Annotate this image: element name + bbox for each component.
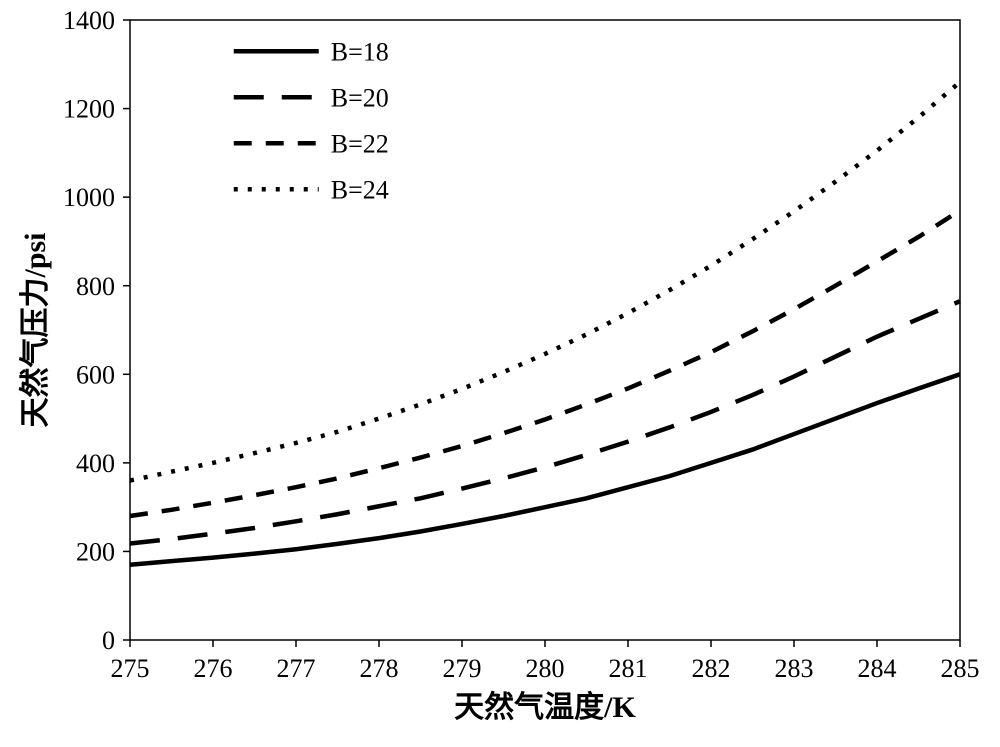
legend-label: B=24 <box>331 175 389 204</box>
x-tick-label: 285 <box>941 654 980 683</box>
x-tick-label: 282 <box>692 654 731 683</box>
y-tick-label: 200 <box>76 538 115 567</box>
chart-container: 275 276 277 278 279 280 281 282 283 284 285 0 200 400… <box>0 0 1000 747</box>
x-tick-label: 284 <box>858 654 897 683</box>
y-axis-label: 天然气压力/psi <box>18 232 52 427</box>
y-tick-label: 1400 <box>63 6 115 35</box>
x-tick-label: 281 <box>609 654 648 683</box>
line-chart: 275 276 277 278 279 280 281 282 283 284 285 0 200 400… <box>0 0 1000 747</box>
y-tick-label: 1200 <box>63 95 115 124</box>
legend-label: B=22 <box>331 129 389 158</box>
x-tick-label: 280 <box>526 654 565 683</box>
x-tick-label: 276 <box>194 654 233 683</box>
y-tick-label: 600 <box>76 360 115 389</box>
x-tick-label: 275 <box>111 654 150 683</box>
y-tick-label: 1000 <box>63 183 115 212</box>
legend-label: B=18 <box>331 37 389 66</box>
y-tick-label: 0 <box>102 626 115 655</box>
legend-label: B=20 <box>331 83 389 112</box>
x-tick-label: 278 <box>360 654 399 683</box>
y-tick-label: 800 <box>76 272 115 301</box>
x-tick-label: 283 <box>775 654 814 683</box>
x-tick-label: 277 <box>277 654 316 683</box>
y-tick-label: 400 <box>76 449 115 478</box>
x-tick-label: 279 <box>443 654 482 683</box>
x-axis-label: 天然气温度/K <box>454 690 636 724</box>
